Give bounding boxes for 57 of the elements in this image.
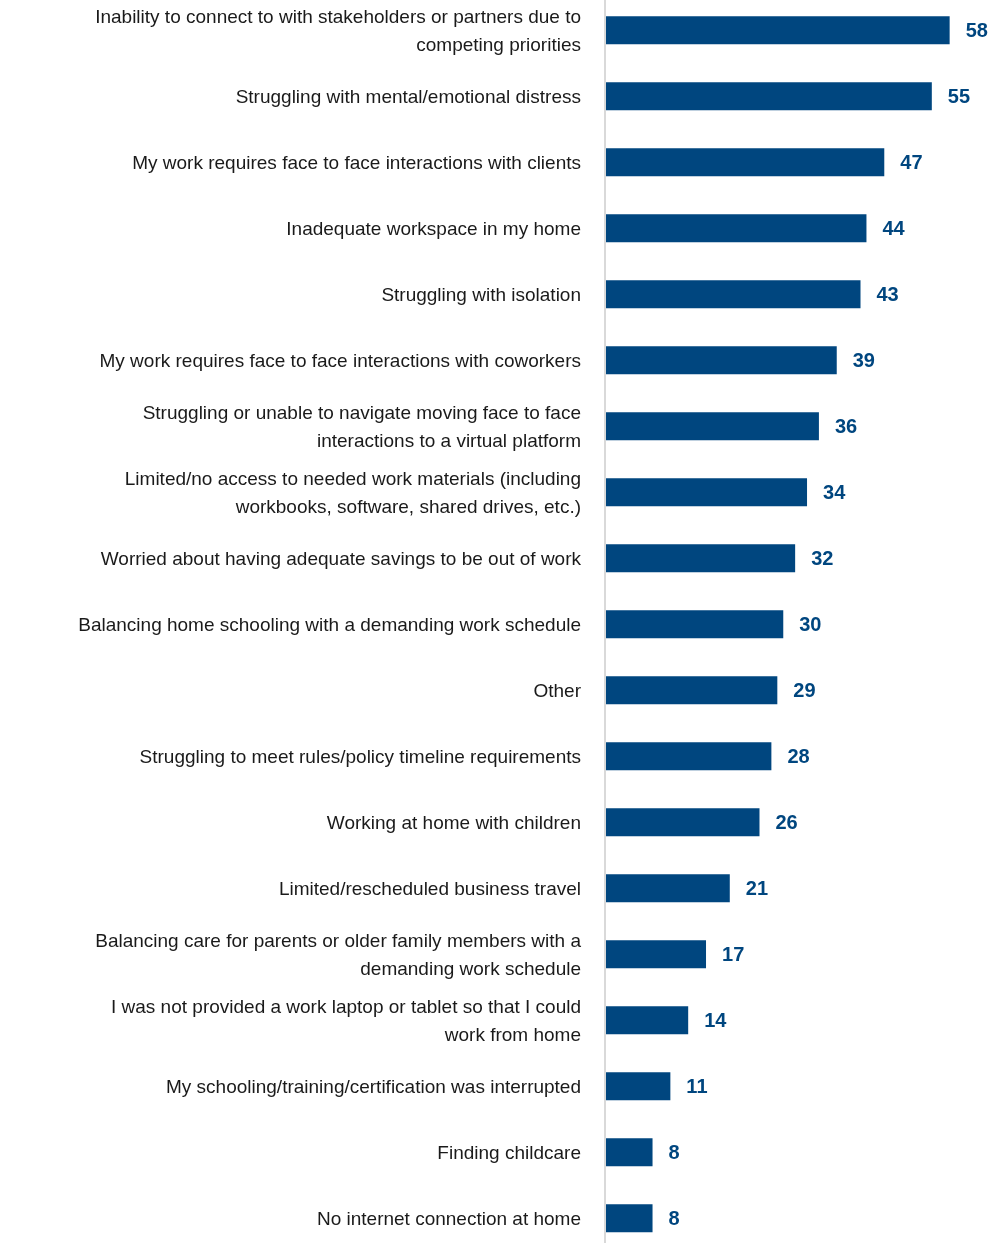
y-tick-label: Inability to connect to with stakeholders or partners due to competing priorities [95, 5, 581, 55]
bar [605, 610, 784, 639]
data-label: 26 [775, 811, 798, 834]
data-label: 43 [876, 283, 899, 306]
data-label: 11 [686, 1075, 708, 1098]
y-tick-label: Struggling to meet rules/policy timeline requirements [139, 745, 581, 767]
bar [605, 82, 932, 111]
y-tick-label: Other [533, 679, 582, 701]
bar [605, 874, 730, 903]
y-tick-label: Limited/no access to needed work materials (including workbooks, software, shared drives, etc.) [124, 467, 581, 517]
bar [605, 742, 772, 771]
y-tick-label: No internet connection at home [316, 1207, 581, 1229]
bar [605, 214, 867, 243]
data-label: 8 [668, 1207, 680, 1230]
bar [605, 544, 796, 573]
data-label: 21 [745, 877, 769, 900]
y-tick-label: Struggling with isolation [381, 283, 581, 305]
y-tick-label: Finding childcare [437, 1141, 581, 1163]
data-label: 36 [834, 415, 858, 438]
y-tick-label: Worried about having adequate savings to be out of work [100, 547, 582, 569]
data-label: 14 [704, 1009, 728, 1032]
data-label: 30 [799, 613, 822, 636]
y-tick-label: My work requires face to face interactions with clients [132, 151, 581, 173]
data-label: 17 [722, 943, 745, 966]
y-tick-label: Working at home with children [326, 811, 581, 833]
data-label: 39 [852, 349, 875, 372]
bar [605, 148, 885, 177]
bar [605, 280, 861, 309]
y-tick-label: I was not provided a work laptop or tablet so that I could work from home [111, 995, 581, 1045]
bar [605, 16, 950, 45]
y-tick-label: Struggling with mental/emotional distress [235, 85, 581, 107]
data-label: 32 [811, 547, 834, 570]
data-label: 55 [947, 85, 971, 108]
bar [605, 808, 760, 837]
data-label: 34 [823, 481, 847, 504]
bar [605, 1204, 653, 1233]
bar [605, 676, 778, 705]
data-label: 58 [965, 19, 988, 42]
bar [605, 1138, 653, 1167]
data-label: 44 [882, 217, 906, 240]
y-tick-label: Limited/rescheduled business travel [278, 877, 581, 899]
bar [605, 1072, 671, 1101]
y-tick-label: Inadequate workspace in my home [286, 217, 581, 239]
y-tick-label: Balancing care for parents or older family members with a demanding work schedule [95, 929, 582, 979]
data-label: 29 [793, 679, 816, 702]
bar [605, 1006, 689, 1035]
y-tick-label: Struggling or unable to navigate moving face to face interactions to a virtual platform [142, 401, 581, 451]
y-tick-label: My work requires face to face interactions with coworkers [99, 349, 581, 371]
data-label: 8 [668, 1141, 680, 1164]
bar [605, 940, 707, 969]
y-tick-label: Balancing home schooling with a demanding work schedule [78, 613, 581, 635]
bar [605, 478, 808, 507]
y-tick-label: My schooling/training/certification was interrupted [165, 1075, 581, 1097]
bar [605, 412, 819, 441]
data-label: 47 [900, 151, 923, 174]
data-label: 28 [787, 745, 810, 768]
bar [605, 346, 837, 375]
